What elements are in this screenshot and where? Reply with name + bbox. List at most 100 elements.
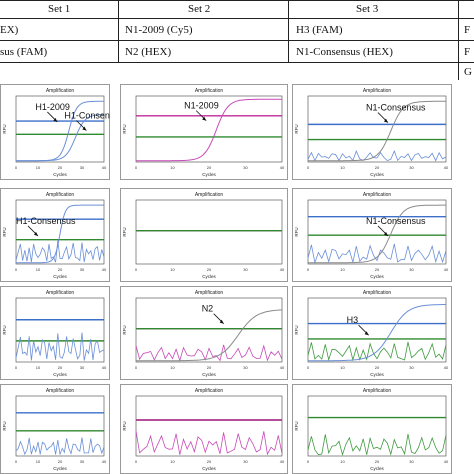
curve-annotation: H1-Consensus	[16, 216, 76, 226]
plot-xtick: 30	[243, 267, 248, 272]
plot-title: Amplification	[195, 192, 224, 198]
plot-xlabel: Cycles	[370, 274, 384, 279]
plot-xtick: 10	[36, 459, 41, 464]
plot-area	[135, 395, 283, 457]
plot-title: Amplification	[363, 388, 392, 394]
noise-trace	[15, 437, 105, 456]
arrow-head	[202, 116, 207, 121]
noise-trace	[15, 332, 105, 361]
plot-xtick: 30	[80, 267, 85, 272]
plot-xlabel: Cycles	[202, 372, 216, 377]
table-col-sep-2	[288, 0, 289, 62]
plot-xtick: 10	[36, 365, 41, 370]
plot-xlabel: Cycles	[202, 466, 216, 471]
plot-xtick: 0	[15, 459, 18, 464]
plot-xtick: 20	[58, 267, 63, 272]
plot-xtick: 20	[375, 365, 380, 370]
curve-annotation: H1-2009	[35, 102, 70, 112]
table-rule-2	[0, 40, 474, 41]
plot-xtick: 0	[307, 459, 310, 464]
plot-xtick: 30	[80, 365, 85, 370]
plot-area	[135, 199, 283, 265]
plot-xtick: 0	[307, 365, 310, 370]
noise-trace	[135, 344, 283, 362]
plot-xtick: 40	[444, 165, 449, 170]
amplification-plot-3: Amplification RFU Cycles 0 10 20 30 40 N1-Consen…	[292, 84, 452, 180]
plot-xtick: 30	[80, 165, 85, 170]
plot-title: Amplification	[46, 192, 75, 198]
curve-annotation: N1-Consensus	[366, 216, 426, 226]
noise-trace	[15, 240, 105, 263]
plot-area	[15, 297, 105, 363]
plot-xtick: 40	[444, 459, 449, 464]
plot-xtick: 10	[170, 365, 175, 370]
plot-title: Amplification	[195, 88, 224, 94]
arrow-head	[82, 126, 87, 131]
plot-ylabel: RFU	[122, 227, 127, 236]
amplification-plot-1: Amplification RFU Cycles 0 10 20 30 40 H1-2009H1…	[0, 84, 110, 180]
plot-xtick: 20	[207, 165, 212, 170]
arrow-head	[383, 118, 388, 123]
plot-area	[15, 95, 105, 163]
plot-xtick: 30	[409, 165, 414, 170]
curve-annotation: N2	[202, 304, 214, 314]
plot-xtick: 20	[375, 267, 380, 272]
amplification-plot-5: Amplification RFU Cycles 0 10 20 30 40	[120, 188, 288, 282]
plot-area	[307, 95, 447, 163]
plot-xtick: 30	[243, 459, 248, 464]
noise-trace	[307, 149, 447, 162]
curve-annotation: H3	[347, 315, 359, 325]
arrow-head	[219, 319, 224, 324]
set2-probe-1: N1-2009 (Cy5)	[125, 24, 193, 36]
plot-title: Amplification	[46, 388, 75, 394]
plot-xtick: 40	[280, 459, 285, 464]
plot-title: Amplification	[363, 88, 392, 94]
plot-title: Amplification	[46, 290, 75, 296]
amplification-curve	[136, 309, 283, 362]
plot-ylabel: RFU	[294, 421, 299, 430]
plot-ylabel: RFU	[122, 325, 127, 334]
plot-xtick: 10	[36, 165, 41, 170]
plot-xlabel: Cycles	[53, 372, 67, 377]
plot-ylabel: RFU	[122, 124, 127, 133]
plot-ylabel: RFU	[2, 421, 7, 430]
noise-trace	[135, 430, 283, 456]
set2-probe-2: N2 (HEX)	[125, 46, 172, 58]
plot-xtick: 20	[207, 365, 212, 370]
plot-xtick: 0	[15, 165, 18, 170]
plot-ylabel: RFU	[122, 421, 127, 430]
plot-ylabel: RFU	[2, 227, 7, 236]
plot-xtick: 20	[375, 459, 380, 464]
table-rule-top	[0, 0, 474, 1]
plot-xtick: 20	[58, 365, 63, 370]
set-1-label: Set 1	[48, 3, 71, 15]
amplification-plot-8: Amplification RFU Cycles 0 10 20 30 40 N2	[120, 286, 288, 380]
amplification-curve	[308, 100, 446, 162]
table-col-sep-1	[118, 0, 119, 62]
amplification-curve	[136, 98, 282, 162]
curve-annotation: N1-2009	[184, 101, 219, 111]
amplification-plot-2: Amplification RFU Cycles 0 10 20 30 40 N1-2009	[120, 84, 288, 180]
amplification-curve	[16, 114, 104, 162]
set1-probe-2: sus (FAM)	[0, 46, 48, 58]
plot-xlabel: Cycles	[53, 274, 67, 279]
plot-xtick: 10	[340, 165, 345, 170]
plot-xtick: 10	[170, 165, 175, 170]
plot-area	[135, 95, 283, 163]
amplification-curve	[16, 204, 104, 264]
plot-xtick: 0	[135, 267, 138, 272]
amplification-plot-11: Amplification RFU Cycles 0 10 20 30 40	[120, 384, 288, 474]
plot-xtick: 0	[135, 365, 138, 370]
amplification-curve	[308, 204, 446, 264]
plot-xlabel: Cycles	[370, 466, 384, 471]
plot-title: Amplification	[363, 290, 392, 296]
plot-xtick: 40	[102, 267, 107, 272]
plot-xlabel: Cycles	[53, 172, 67, 177]
curve-annotation: H1-Consensus	[64, 111, 110, 121]
plot-xtick: 0	[135, 459, 138, 464]
plot-xlabel: Cycles	[370, 372, 384, 377]
curve-annotation: N1-Consensus	[366, 103, 426, 113]
plot-xtick: 20	[58, 165, 63, 170]
set4-probe-3: G	[464, 66, 472, 78]
plot-xtick: 0	[15, 267, 18, 272]
